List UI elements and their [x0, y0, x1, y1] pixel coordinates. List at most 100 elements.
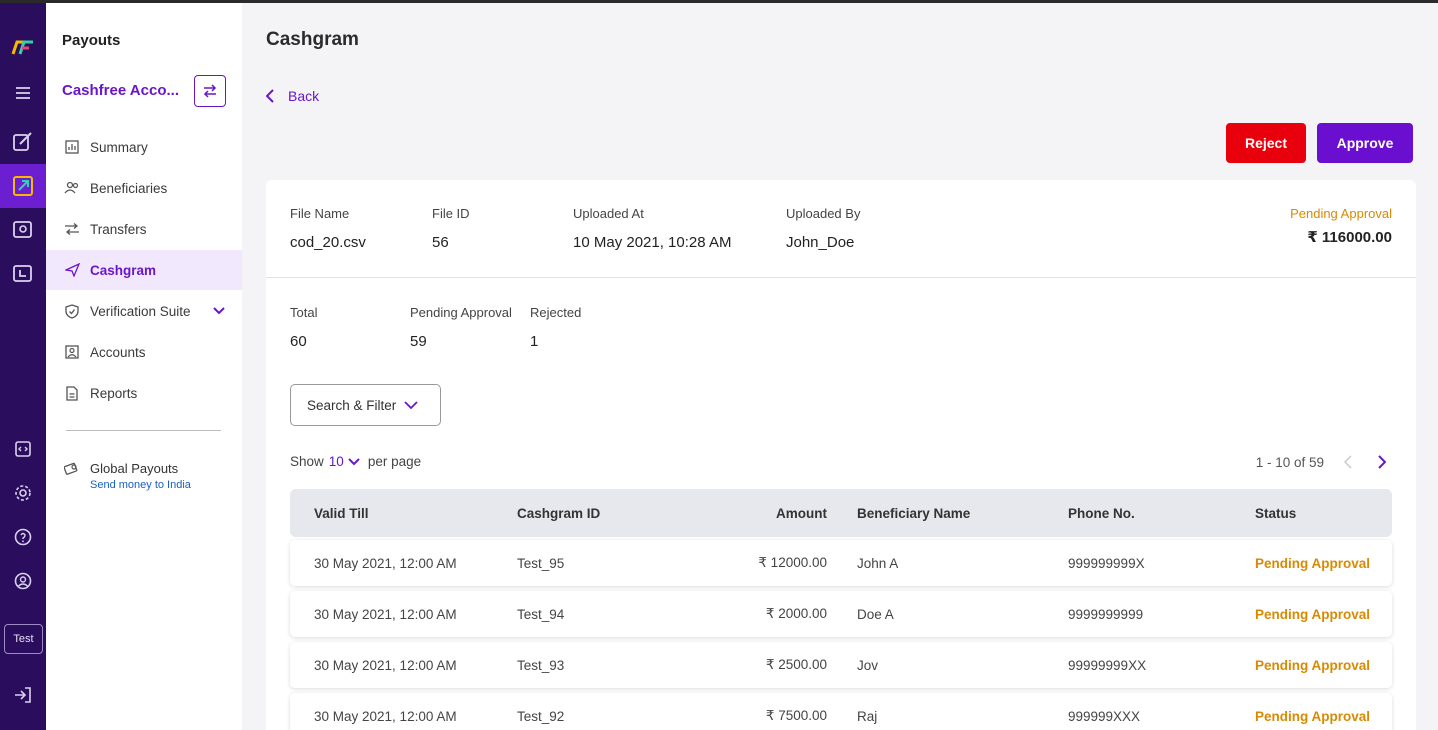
approve-button[interactable]: Approve	[1317, 123, 1413, 163]
switch-icon	[203, 84, 217, 98]
stat-rejected-label: Rejected	[530, 305, 582, 320]
sidebar-item-verification-suite[interactable]: Verification Suite	[46, 291, 242, 331]
cell-beneficiary-name: Raj	[857, 708, 878, 724]
global-payouts-subtitle[interactable]: Send money to India	[90, 479, 191, 491]
cell-status: Pending Approval	[1255, 708, 1371, 724]
bar-chart-icon	[64, 139, 80, 155]
chevron-right-icon	[1378, 455, 1386, 469]
cell-valid-till: 30 May 2021, 12:00 AM	[314, 708, 457, 724]
sidebar-item-cashgram[interactable]: Cashgram	[46, 250, 242, 290]
cell-cashgram-id: Test_94	[517, 606, 565, 622]
nav-title: Payouts	[62, 32, 121, 49]
cell-amount: ₹ 2000.00	[765, 606, 827, 621]
cell-amount: ₹ 2500.00	[765, 657, 827, 672]
payouts-icon[interactable]	[0, 164, 46, 208]
back-label: Back	[288, 88, 320, 104]
chevron-down-icon[interactable]	[212, 303, 226, 317]
cell-status: Pending Approval	[1255, 657, 1371, 673]
card-divider	[266, 277, 1416, 278]
switch-account-button[interactable]	[194, 75, 226, 107]
show-label: Show	[290, 454, 324, 469]
total-amount: ₹ 116000.00	[1307, 229, 1392, 246]
settings-icon[interactable]	[0, 471, 46, 515]
next-page-button[interactable]	[1372, 452, 1392, 472]
cashgram-file-card: File Name cod_20.csv File ID 56 Uploaded…	[266, 180, 1416, 730]
edit-icon[interactable]	[0, 119, 46, 163]
table-row[interactable]: 30 May 2021, 12:00 AM Test_94 ₹ 2000.00 …	[290, 591, 1392, 637]
sidebar-item-beneficiaries[interactable]: Beneficiaries	[46, 168, 242, 208]
cell-status: Pending Approval	[1255, 555, 1371, 571]
logout-icon[interactable]	[0, 673, 46, 717]
sidebar-item-label: Accounts	[90, 344, 146, 360]
menu-icon[interactable]	[0, 71, 46, 115]
page-size-select[interactable]: 10	[328, 454, 344, 469]
col-status[interactable]: Status	[1255, 505, 1297, 521]
col-valid-till[interactable]: Valid Till	[314, 505, 369, 521]
transfer-icon	[64, 221, 80, 237]
account-name[interactable]: Cashfree Acco...	[62, 82, 179, 99]
users-icon	[64, 180, 80, 196]
pagination: 1 - 10 of 59	[1256, 452, 1392, 472]
main-content: Cashgram Back Reject Approve File Name c…	[242, 0, 1438, 730]
wallet-icon[interactable]	[0, 207, 46, 251]
cell-beneficiary-name: Jov	[857, 657, 879, 673]
page-title: Cashgram	[266, 29, 359, 50]
stat-pending: Pending Approval 59	[410, 305, 512, 350]
app-rail: Test	[0, 0, 46, 730]
sidebar-item-label: Verification Suite	[90, 303, 191, 319]
file-name-label: File Name	[290, 206, 350, 221]
help-icon[interactable]	[0, 515, 46, 559]
chevron-left-icon	[266, 89, 274, 103]
file-id-value: 56	[432, 234, 449, 251]
top-border	[0, 0, 1438, 3]
table-row[interactable]: 30 May 2021, 12:00 AM Test_92 ₹ 7500.00 …	[290, 693, 1392, 730]
cell-amount: ₹ 12000.00	[758, 555, 827, 570]
shield-icon	[64, 303, 80, 319]
developer-icon[interactable]	[0, 427, 46, 471]
uploaded-at-label: Uploaded At	[573, 206, 644, 221]
back-link[interactable]: Back	[266, 88, 319, 104]
uploaded-by-label: Uploaded By	[786, 206, 861, 221]
uploaded-by-field: Uploaded By John_Doe	[786, 206, 860, 251]
table-row[interactable]: 30 May 2021, 12:00 AM Test_95 ₹ 12000.00…	[290, 540, 1392, 586]
cell-phone: 99999999XX	[1068, 657, 1147, 673]
uploaded-at-field: Uploaded At 10 May 2021, 10:28 AM	[573, 206, 731, 251]
col-beneficiary-name[interactable]: Beneficiary Name	[857, 505, 971, 521]
sidebar-item-reports[interactable]: Reports	[46, 373, 242, 413]
per-page-label: per page	[367, 454, 422, 469]
col-phone[interactable]: Phone No.	[1068, 505, 1135, 521]
cell-phone: 9999999999	[1068, 606, 1144, 622]
chevron-down-icon	[404, 400, 418, 409]
global-payouts-title[interactable]: Global Payouts	[90, 461, 179, 476]
profile-icon[interactable]	[0, 559, 46, 603]
stat-total-value: 60	[290, 333, 307, 350]
chevron-left-icon	[1344, 455, 1352, 469]
global-payouts-icon	[64, 462, 78, 475]
cell-valid-till: 30 May 2021, 12:00 AM	[314, 555, 457, 571]
search-filter-dropdown[interactable]: Search & Filter	[290, 384, 441, 426]
table-header: Valid Till Cashgram ID Amount Beneficiar…	[290, 489, 1392, 537]
stat-total: Total 60	[290, 305, 317, 350]
sidebar-item-label: Transfers	[90, 221, 147, 237]
docs-icon[interactable]	[0, 251, 46, 295]
col-amount[interactable]: Amount	[776, 505, 827, 521]
pagination-range: 1 - 10 of 59	[1255, 454, 1324, 470]
file-id-field: File ID 56	[432, 206, 470, 251]
prev-page-button[interactable]	[1338, 452, 1358, 472]
cashfree-logo-icon[interactable]	[0, 24, 46, 68]
table-row[interactable]: 30 May 2021, 12:00 AM Test_93 ₹ 2500.00 …	[290, 642, 1392, 688]
secondary-nav: Payouts Cashfree Acco... Summary Benefic…	[46, 0, 242, 730]
sidebar-item-summary[interactable]: Summary	[46, 127, 242, 167]
test-mode-badge[interactable]: Test	[4, 624, 43, 654]
stat-pending-label: Pending Approval	[410, 305, 512, 320]
stat-rejected: Rejected 1	[530, 305, 581, 350]
col-cashgram-id[interactable]: Cashgram ID	[517, 505, 601, 521]
page-size-control: Show 10 per page	[290, 454, 421, 469]
status-badge: Pending Approval	[1290, 206, 1392, 221]
cell-phone: 999999XXX	[1068, 708, 1141, 724]
sidebar-item-transfers[interactable]: Transfers	[46, 209, 242, 249]
chevron-down-icon[interactable]	[348, 457, 360, 466]
sidebar-item-accounts[interactable]: Accounts	[46, 332, 242, 372]
cell-status: Pending Approval	[1255, 606, 1371, 622]
reject-button[interactable]: Reject	[1226, 123, 1306, 163]
